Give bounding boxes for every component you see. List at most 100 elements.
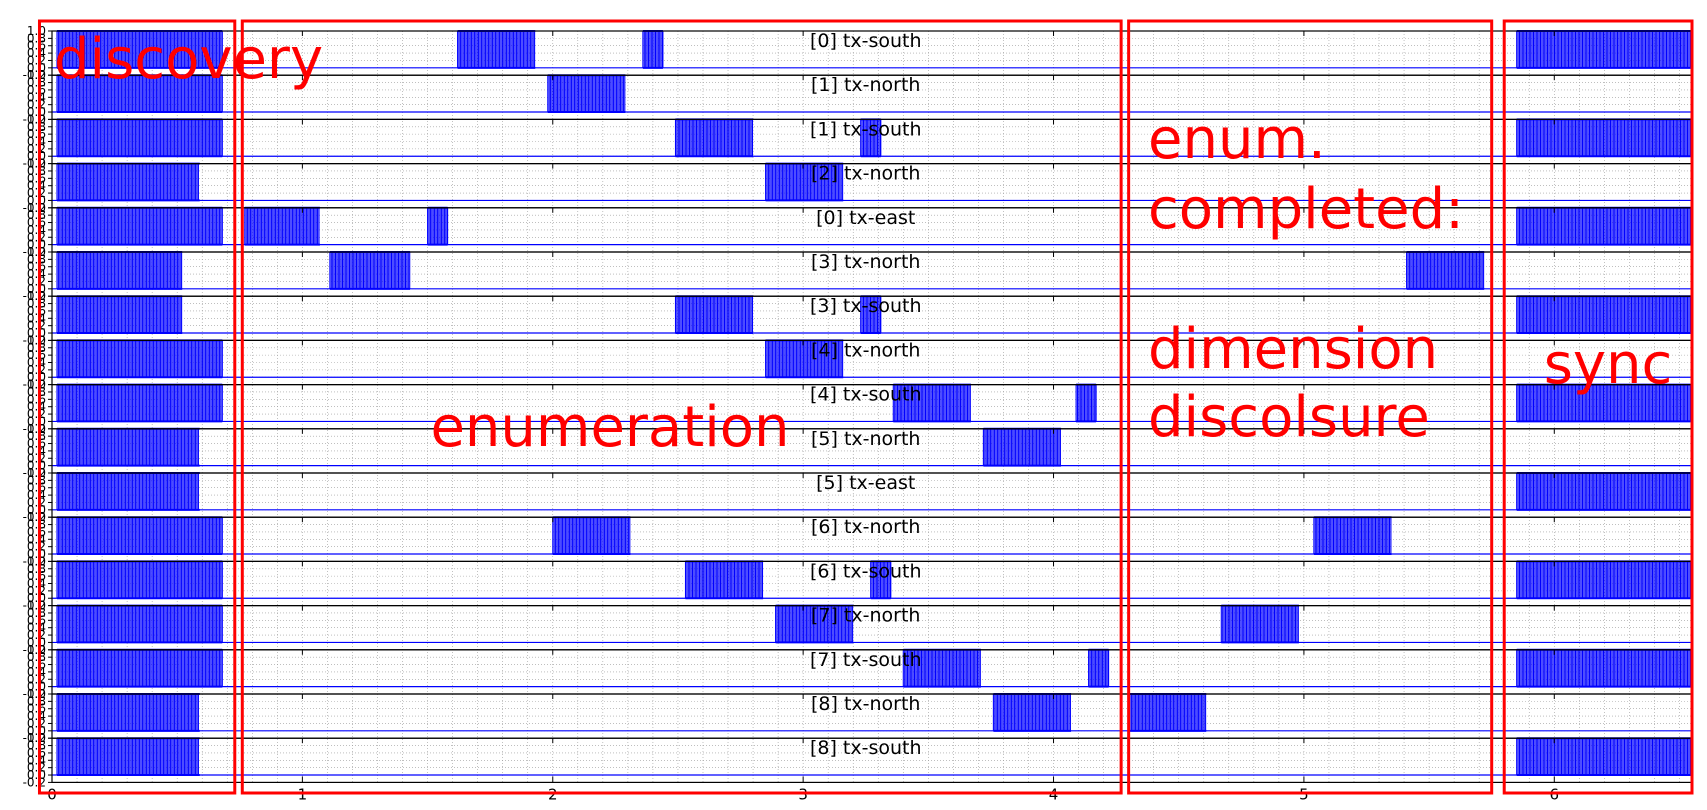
y-tick-label: 0.8 <box>27 473 46 487</box>
y-tick-label: 0.2 <box>27 142 46 156</box>
y-tick-label: 0.6 <box>27 348 46 362</box>
signal-burst <box>982 428 1061 467</box>
annotation-box <box>37 19 237 795</box>
y-tick-label: 0.6 <box>27 127 46 141</box>
signal-burst <box>56 207 223 246</box>
signal-burst <box>1128 693 1207 732</box>
signal-burst <box>56 118 223 157</box>
y-tick-label: 0.2 <box>27 672 46 686</box>
signal-burst <box>244 207 320 246</box>
y-tick-label: 0.6 <box>27 702 46 716</box>
y-tick-label: 0.0 <box>27 149 46 163</box>
y-tick-label: 1.0 <box>27 245 46 259</box>
signal-burst <box>329 251 411 290</box>
y-tick-label: 1.0 <box>27 201 46 215</box>
subplot-title: [7] tx-south <box>810 649 922 671</box>
y-tick-label: 0.0 <box>27 370 46 384</box>
signal-burst <box>56 649 223 688</box>
y-tick-label: 0.4 <box>27 179 46 193</box>
signal-burst <box>56 428 199 467</box>
annotation-label: discolsure <box>1148 385 1430 450</box>
subplot-title: [8] tx-south <box>810 737 922 759</box>
annotation-label: enum. <box>1148 107 1326 172</box>
y-tick-label: 0.0 <box>27 238 46 252</box>
signal-burst <box>56 605 223 643</box>
y-tick-label: 0.8 <box>27 297 46 311</box>
y-tick-label: 0.0 <box>27 724 46 738</box>
y-tick-label: 1.0 <box>27 333 46 347</box>
annotation-layer: discovery enumeration enum.completed: dimen… <box>37 19 1694 795</box>
y-tick-label: 0.4 <box>27 753 46 767</box>
subplot-title: [4] tx-south <box>810 384 922 406</box>
y-tick-label: 1.0 <box>27 378 46 392</box>
y-tick-label: 0.0 <box>27 503 46 517</box>
y-tick-label: 1.0 <box>27 643 46 657</box>
annotation-label: dimension <box>1148 317 1438 382</box>
subplot-title: [5] tx-east <box>816 472 915 494</box>
y-tick-label: 0.2 <box>27 451 46 465</box>
y-tick-label: 0.2 <box>27 716 46 730</box>
annotation-box <box>240 19 1123 795</box>
y-tick-label: 0.0 <box>27 768 46 782</box>
y-tick-label: 0.0 <box>27 547 46 561</box>
y-tick-label: 1.0 <box>27 599 46 613</box>
y-tick-label: 0.4 <box>27 444 46 458</box>
signal-burst <box>1406 251 1485 290</box>
signal-burst <box>56 163 199 201</box>
y-tick-label: 0.6 <box>27 39 46 53</box>
signal-burst <box>56 737 199 776</box>
subplot-title: [3] tx-north <box>811 251 920 273</box>
y-tick-label: 0.6 <box>27 171 46 185</box>
y-tick-label: 1.0 <box>27 68 46 82</box>
y-tick-label: 0.0 <box>27 105 46 119</box>
y-tick-label: 0.2 <box>27 319 46 333</box>
y-tick-label: 0.2 <box>27 495 46 509</box>
signal-burst <box>457 30 536 69</box>
y-tick-label: 0.6 <box>27 525 46 539</box>
y-tick-label: 0.6 <box>27 481 46 495</box>
signal-burst <box>56 472 199 511</box>
subplot-title: [3] tx-south <box>810 295 922 317</box>
y-tick-label: 1.0 <box>27 422 46 436</box>
annotation-label: completed: <box>1148 177 1464 242</box>
y-tick-label: 0.8 <box>27 164 46 178</box>
signal-burst <box>1313 516 1392 555</box>
y-tick-label: 0.2 <box>27 186 46 200</box>
signal-burst <box>56 251 183 290</box>
signal-burst <box>547 74 626 113</box>
y-tick-label: 0.0 <box>27 61 46 75</box>
y-tick-label: 1.0 <box>27 687 46 701</box>
y-tick-label: 0.4 <box>27 356 46 370</box>
y-tick-label: 0.6 <box>27 216 46 230</box>
signal-burst <box>552 516 631 555</box>
y-tick-label: -0.2 <box>23 775 46 789</box>
y-tick-label: 0.6 <box>27 569 46 583</box>
signal-burst <box>684 560 764 599</box>
y-tick-label: 0.0 <box>27 680 46 694</box>
y-tick-label: 0.8 <box>27 120 46 134</box>
y-tick-label: 0.8 <box>27 694 46 708</box>
y-tick-label: 1.0 <box>27 466 46 480</box>
y-tick-label: 0.0 <box>27 193 46 207</box>
y-tick-label: 1.0 <box>27 554 46 568</box>
y-tick-label: 0.2 <box>27 540 46 554</box>
signal-burst <box>1075 384 1097 422</box>
subplot-title: [2] tx-north <box>811 163 920 185</box>
y-tick-label: 0.2 <box>27 584 46 598</box>
signal-burst <box>1088 649 1110 688</box>
y-tick-label: 0.8 <box>27 518 46 532</box>
y-tick-label: 0.4 <box>27 532 46 546</box>
annotation-label: sync <box>1544 332 1673 397</box>
y-tick-label: 0.0 <box>27 326 46 340</box>
y-tick-label: 0.6 <box>27 437 46 451</box>
subplot-title: [6] tx-south <box>810 560 922 582</box>
signal-burst <box>674 118 754 157</box>
y-tick-label: 1.0 <box>27 289 46 303</box>
y-tick-label: 0.4 <box>27 46 46 60</box>
y-tick-label: 1.0 <box>27 24 46 38</box>
y-tick-label: 1.0 <box>27 157 46 171</box>
signal-burst <box>56 339 223 378</box>
y-tick-label: 0.0 <box>27 459 46 473</box>
signal-burst <box>642 30 664 69</box>
subplot-title: [0] tx-south <box>810 30 922 52</box>
